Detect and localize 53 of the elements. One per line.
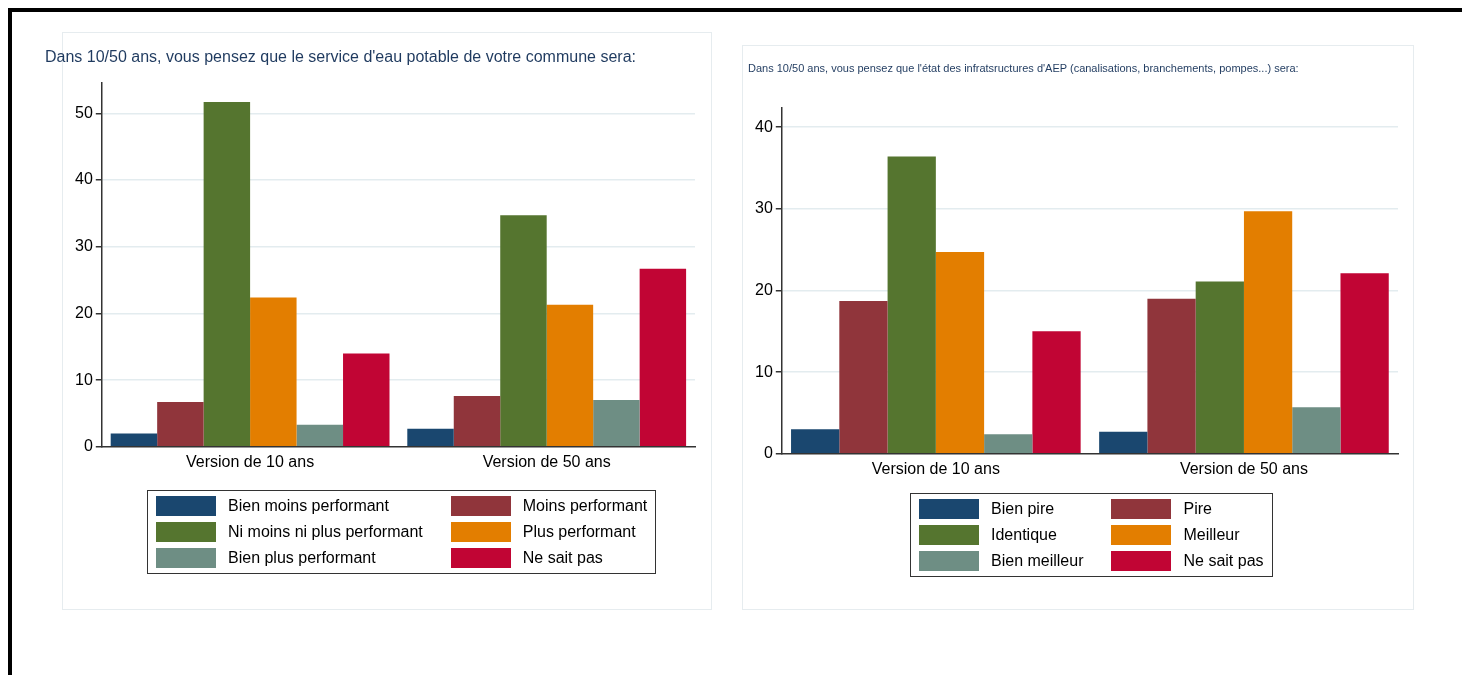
bar xyxy=(593,400,640,447)
legend-label: Identique xyxy=(991,526,1057,544)
legend-label: Bien plus performant xyxy=(228,549,376,567)
legend-label: Ne sait pas xyxy=(1183,552,1264,570)
bar xyxy=(296,424,344,447)
bar xyxy=(500,215,547,447)
bar xyxy=(1243,211,1293,454)
bar xyxy=(250,297,297,447)
bar xyxy=(887,156,936,454)
bar xyxy=(984,434,1033,454)
bar xyxy=(110,433,158,447)
bar xyxy=(1195,281,1244,454)
bar xyxy=(1099,431,1148,454)
bar xyxy=(639,268,687,447)
bar xyxy=(407,428,454,447)
legend-label: Bien moins performant xyxy=(228,497,389,515)
bar xyxy=(1292,407,1341,454)
y-tick-label: 20 xyxy=(755,280,773,298)
legend-label: Plus performant xyxy=(522,523,636,541)
y-tick-label: 20 xyxy=(75,303,93,321)
bar xyxy=(839,301,888,454)
bar xyxy=(791,429,840,454)
bar xyxy=(1147,298,1196,454)
y-tick-label: 30 xyxy=(755,199,773,217)
x-tick-label: Version de 10 ans xyxy=(186,452,315,470)
bar xyxy=(157,402,204,447)
bar xyxy=(935,252,985,454)
y-tick-label: 40 xyxy=(75,170,93,188)
y-tick-label: 50 xyxy=(75,103,93,121)
legend-label: Bien meilleur xyxy=(991,552,1084,570)
legend-label: Bien pire xyxy=(991,500,1055,518)
legend-label: Moins performant xyxy=(522,497,648,515)
chart-title: Dans 10/50 ans, vous pensez que le service d'eau potable de votre commune sera: xyxy=(45,48,636,66)
bar xyxy=(1340,273,1389,454)
x-tick-label: Version de 50 ans xyxy=(482,452,611,470)
y-tick-label: 30 xyxy=(75,237,93,255)
y-tick-label: 40 xyxy=(755,117,773,135)
bar xyxy=(1032,331,1081,454)
y-tick-label: 0 xyxy=(83,437,93,455)
y-tick-label: 10 xyxy=(75,370,93,388)
chart-title: Dans 10/50 ans, vous pensez que l'état des infratsructures d'AEP (canalisations, branchements, pompes...) sera: xyxy=(748,62,1299,74)
x-tick-label: Version de 10 ans xyxy=(871,459,1000,477)
bar xyxy=(203,101,251,447)
bar xyxy=(453,396,501,447)
legend-label: Ne sait pas xyxy=(522,549,603,567)
y-tick-label: 0 xyxy=(763,444,773,462)
bar xyxy=(546,304,594,447)
legend-label: Meilleur xyxy=(1183,526,1240,544)
x-tick-label: Version de 50 ans xyxy=(1179,459,1308,477)
y-tick-label: 10 xyxy=(755,362,773,380)
legend-label: Pire xyxy=(1183,500,1212,518)
legend-label: Ni moins ni plus performant xyxy=(228,523,423,541)
bar xyxy=(343,353,390,447)
